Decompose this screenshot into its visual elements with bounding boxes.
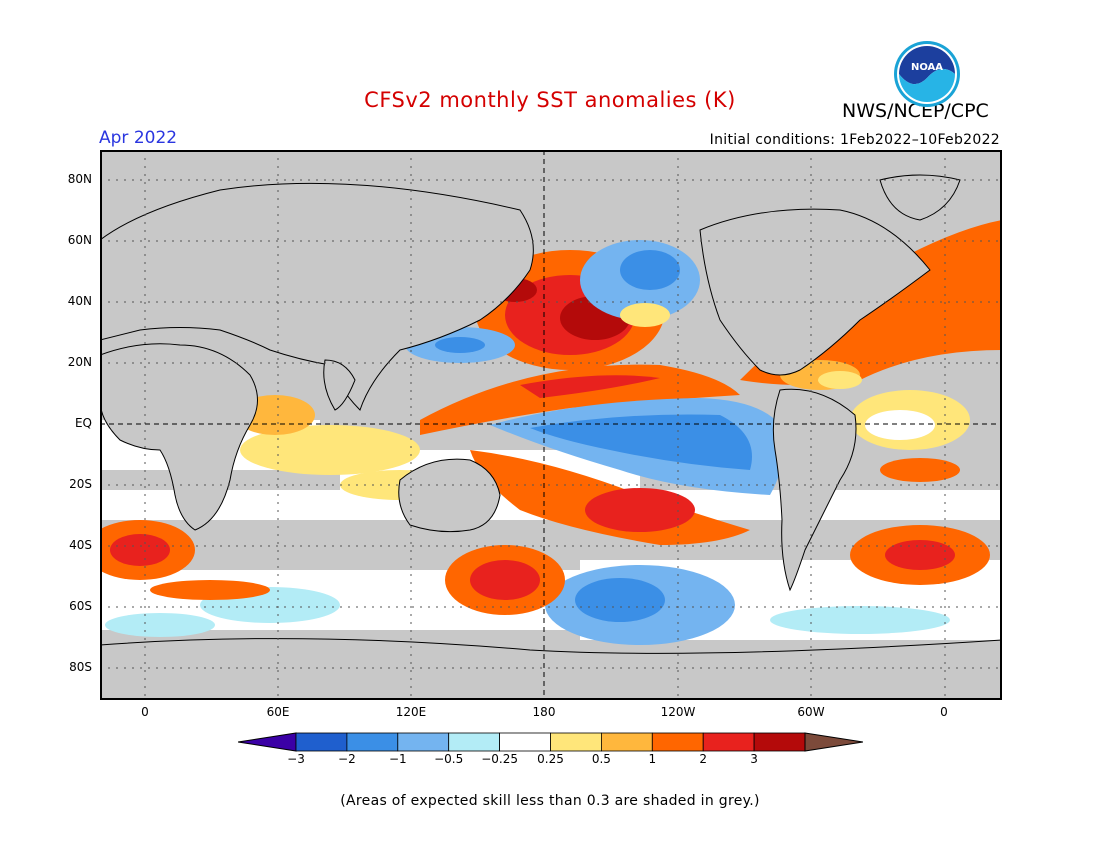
- colorbar-tick-label: 3: [750, 752, 758, 766]
- lon-label-60e: 60E: [266, 705, 290, 719]
- skill-footnote: (Areas of expected skill less than 0.3 a…: [340, 793, 760, 809]
- colorbar-low-arrow: [238, 732, 297, 752]
- noaa-logo: NOAA: [894, 41, 960, 107]
- lon-label-120e: 120E: [395, 705, 427, 719]
- noaa-logo-text: NOAA: [911, 62, 943, 73]
- antarctica-landmass: [100, 638, 1002, 700]
- colorbar: [238, 732, 863, 752]
- map-frame: [100, 150, 1002, 700]
- colorbar-tick-label: 1: [648, 752, 657, 766]
- colorbar-high-arrow: [804, 732, 863, 752]
- africa-landmass: [100, 343, 258, 531]
- agency-label: NWS/NCEP/CPC: [842, 100, 989, 122]
- lat-label-60s: 60S: [69, 599, 92, 613]
- colorbar-tick-label: −1: [388, 752, 407, 766]
- colorbar-swatch: [702, 732, 755, 752]
- chart-title: CFSv2 monthly SST anomalies (K): [364, 88, 736, 112]
- colorbar-swatch: [600, 732, 653, 752]
- lon-label-60w: 60W: [797, 705, 825, 719]
- lon-label-0: 0: [141, 705, 149, 719]
- colorbar-swatch: [346, 732, 399, 752]
- colorbar-tick-label: 2: [699, 752, 707, 766]
- south-america-landmass: [772, 388, 857, 592]
- sst-anomaly-map: [100, 150, 1002, 700]
- lon-label-0-east: 0: [940, 705, 948, 719]
- lat-label-20s: 20S: [69, 477, 92, 491]
- lat-label-eq: EQ: [74, 416, 92, 430]
- lat-label-80n: 80N: [67, 172, 92, 186]
- colorbar-swatch: [550, 732, 602, 752]
- colorbar-swatch: [397, 732, 450, 752]
- colorbar-swatch: [448, 732, 500, 752]
- lat-label-40s: 40S: [69, 538, 92, 552]
- lon-label-180: 180: [532, 705, 556, 719]
- colorbar-tick-label: −0.5: [434, 752, 464, 766]
- colorbar-tick-label: −0.25: [481, 752, 518, 766]
- lat-label-40n: 40N: [67, 294, 92, 308]
- lat-label-60n: 60N: [67, 233, 92, 247]
- lat-label-80s: 80S: [69, 660, 92, 674]
- colorbar-tick-label: 0.5: [591, 752, 611, 766]
- north-america-landmass: [699, 208, 931, 376]
- eurasia-landmass: [100, 182, 534, 411]
- colorbar-swatch: [499, 732, 551, 752]
- colorbar-swatch: [753, 732, 806, 752]
- colorbar-tick-label: 0.25: [537, 752, 564, 766]
- anomaly-fields: [100, 220, 1002, 645]
- forecast-month: Apr 2022: [99, 128, 178, 148]
- lon-label-120w: 120W: [660, 705, 696, 719]
- australia-landmass: [398, 458, 501, 533]
- lat-label-20n: 20N: [67, 355, 92, 369]
- colorbar-swatch: [295, 732, 348, 752]
- continents: [100, 174, 1002, 700]
- colorbar-tick-label: −2: [338, 752, 356, 766]
- initial-conditions: Initial conditions: 1Feb2022–10Feb2022: [709, 132, 1000, 148]
- colorbar-swatch: [651, 732, 704, 752]
- colorbar-tick-label: −3: [287, 752, 305, 766]
